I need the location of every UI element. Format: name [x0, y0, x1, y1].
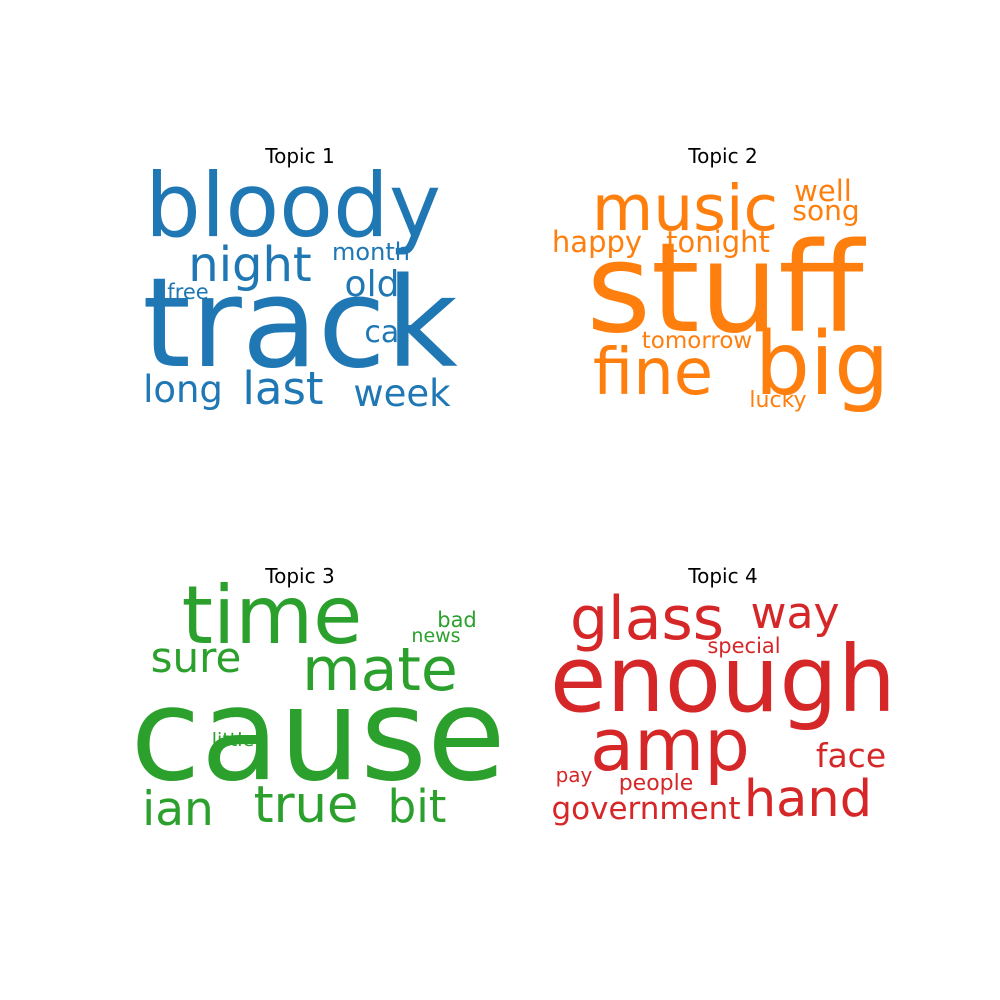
topic-4-word-special: special — [707, 634, 780, 658]
topic-4-word-people: people — [619, 771, 694, 796]
topic-3-word-time: time — [182, 569, 363, 662]
topic-4-word-face: face — [816, 736, 886, 775]
topic-1-word-last: last — [242, 362, 323, 415]
topic-3-word-true: true — [254, 776, 359, 835]
topic-4-word-pay: pay — [556, 763, 593, 787]
topic-4-word-glass: glass — [570, 584, 724, 654]
topic-4-word-enough: enough — [550, 626, 896, 733]
topic-2-word-well: well — [794, 174, 852, 208]
topic-2-word-lucky: lucky — [749, 388, 806, 413]
topic-4-word-amp: amp — [590, 703, 750, 787]
topic-1-word-track: track — [142, 252, 458, 396]
topic-4-title: Topic 4 — [687, 564, 757, 588]
topic-2-word-fine: fine — [593, 336, 713, 410]
topic-1-word-old: old — [345, 264, 400, 305]
topic-3-word-news: news — [411, 625, 460, 647]
topic-3-word-little: little — [212, 729, 254, 751]
topic-1-word-car: car — [364, 315, 412, 350]
topic-4-word-hand: hand — [744, 770, 872, 829]
topic-2-word-big: big — [755, 313, 890, 415]
topic-2-word-tomorrow: tomorrow — [642, 328, 752, 354]
topic-1-word-long: long — [143, 368, 223, 411]
topic-2-title: Topic 2 — [687, 144, 757, 168]
topic-3-word-ian: ian — [142, 782, 214, 837]
topic-3-word-mate: mate — [302, 635, 458, 705]
topic-1-title: Topic 1 — [264, 144, 334, 168]
topic-3-word-bad: bad — [437, 608, 477, 632]
topic-2-word-stuff: stuff — [586, 217, 866, 361]
topic-3-word-sure: sure — [151, 633, 242, 682]
topic-3-word-bit: bit — [388, 780, 447, 833]
topic-1-word-bloody: bloody — [145, 154, 441, 257]
topic-2-word-tonight: tonight — [666, 225, 770, 259]
topic-2-word-music: music — [592, 172, 778, 245]
topic-2-word-song: song — [792, 194, 859, 227]
topic-1-word-week: week — [353, 372, 451, 415]
topic-4-word-government: government — [552, 791, 741, 827]
topic-3-title: Topic 3 — [264, 564, 334, 588]
topic-1-word-night: night — [188, 237, 311, 293]
topic-1-word-free: free — [167, 280, 208, 304]
topic-1-word-month: month — [332, 238, 410, 266]
topic-3-word-cause: cause — [130, 661, 505, 810]
topic-2-word-happy: happy — [552, 225, 642, 259]
topic-4-word-way: way — [751, 588, 840, 639]
